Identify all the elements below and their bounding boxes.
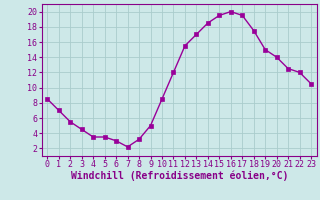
X-axis label: Windchill (Refroidissement éolien,°C): Windchill (Refroidissement éolien,°C): [70, 171, 288, 181]
